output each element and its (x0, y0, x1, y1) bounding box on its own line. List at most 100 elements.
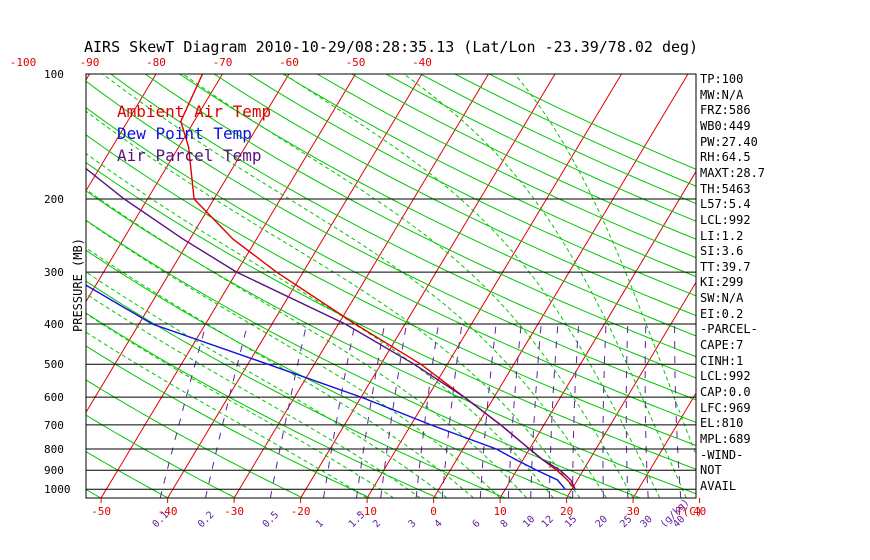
index-entry: MW:N/A (700, 87, 744, 102)
temp-unit-label: T(C) (676, 505, 703, 518)
index-entry: KI:299 (700, 275, 744, 290)
temp-tick-label: -10 (357, 505, 377, 518)
top-temp-tick-label: -80 (146, 56, 166, 69)
index-entry: SI:3.6 (700, 244, 744, 259)
legend-entry: Air Parcel Temp (117, 146, 262, 165)
isotherm-line (86, 74, 157, 192)
temp-tick-label: 20 (560, 505, 573, 518)
temp-tick-label: -50 (91, 505, 111, 518)
dry-adiabat-line (86, 312, 439, 498)
isotherm-line (433, 74, 689, 498)
pressure-tick-label: 800 (44, 443, 64, 456)
isobar-lines (86, 74, 696, 490)
moist-adiabat-line (86, 293, 421, 498)
index-entry: AVAIL (700, 478, 737, 493)
index-entry: LI:1.2 (700, 228, 744, 243)
mixing-ratio-line (415, 323, 439, 498)
dry-adiabat-line (282, 74, 696, 278)
mixing-ratio-line (644, 323, 649, 498)
moist-adiabat-line (102, 74, 607, 498)
pressure-tick-label: 500 (44, 358, 64, 371)
top-temp-tick-label: -90 (80, 56, 100, 69)
isotherm-line (300, 74, 556, 498)
isotherm-line (86, 74, 223, 303)
mixing-ratio-line (323, 323, 356, 498)
dry-adiabat-line (86, 451, 169, 498)
index-entry: CAPE:7 (700, 338, 744, 353)
index-entry: L57:5.4 (700, 197, 751, 212)
dry-adiabat-line (86, 249, 573, 498)
temp-tick-label: 0 (430, 505, 437, 518)
index-entry: LCL:992 (700, 369, 751, 384)
dry-adiabat-line (86, 345, 371, 498)
index-entry: WB0:449 (700, 118, 751, 133)
legend-entry: Ambient Air Temp (117, 102, 271, 121)
mixing-ratio-line (548, 323, 559, 498)
temp-tick-label: -20 (291, 505, 311, 518)
index-entry: PW:27.40 (700, 134, 758, 149)
ambient-temp-line (180, 74, 576, 490)
mixing-ratio-line (625, 323, 629, 498)
mixing-ratio-tick-label: 10 (521, 514, 537, 530)
dry-adiabat-line (179, 74, 696, 337)
index-entry: FRZ:586 (700, 103, 751, 118)
dry-adiabat-line (86, 219, 641, 498)
isotherm-line (100, 74, 356, 498)
legend: Ambient Air Temp Dew Point Temp Air Parcel… (117, 102, 271, 165)
dry-adiabat-lines (86, 74, 696, 498)
isotherm-line (86, 74, 290, 414)
mixing-ratio-tick-label: 8 (499, 518, 511, 530)
index-entry: TP:100 (700, 72, 744, 86)
dry-adiabat-line (420, 74, 696, 205)
index-entry: MAXT:28.7 (700, 165, 766, 180)
mixing-ratio-line (479, 323, 497, 498)
mixing-ratio-tick-label: 12 (540, 514, 556, 530)
moist-adiabat-lines (86, 74, 696, 498)
index-entry: CINH:1 (700, 353, 744, 368)
moist-adiabat-line (86, 220, 501, 498)
top-temp-tick-label: -50 (346, 56, 366, 69)
index-entry: CAP:0.0 (700, 385, 751, 399)
top-temp-tick-label: -60 (279, 56, 299, 69)
index-entry: -PARCEL- (700, 322, 758, 337)
index-entry: TH:5463 (700, 181, 751, 196)
mixing-ratio-tick-label: 6 (471, 518, 483, 530)
mixing-ratio-tick-label: 3 (406, 518, 418, 530)
plot-border (85, 73, 697, 499)
isotherm-line (766, 74, 870, 498)
pressure-tick-label: 400 (44, 318, 64, 331)
mixing-ratio-line (530, 323, 542, 498)
mixing-ratio-line (380, 323, 407, 498)
mixing-ratio-line (205, 323, 249, 498)
moist-adiabat-line (86, 247, 474, 498)
parcel-temp-line (86, 167, 576, 490)
mixing-ratio-tick-label: 20 (594, 514, 610, 530)
temp-tick-label: 40 (693, 505, 706, 518)
index-entry: SW:N/A (700, 291, 744, 306)
y-axis-label: PRESSURE (MB) (71, 238, 85, 332)
temp-tick-label: -30 (224, 505, 244, 518)
dry-adiabat-line (86, 107, 696, 423)
pressure-tick-label: 1000 (44, 483, 71, 496)
index-entry: -WIND- (700, 447, 744, 462)
index-entry: LCL:992 (700, 212, 751, 227)
index-entry: EL:810 (700, 416, 744, 431)
isotherm-line (366, 74, 622, 498)
mixing-ratio-lines (159, 323, 682, 498)
top-temp-tick-label: -100 (10, 56, 37, 69)
mixing-ratio-line (269, 323, 308, 498)
dry-adiabat-line (110, 74, 696, 379)
index-entry: EI:0.2 (700, 306, 744, 321)
mixing-ratio-tick-label: 0.5 (261, 510, 282, 531)
dry-adiabat-line (86, 134, 696, 446)
mixing-ratio-line (674, 324, 682, 498)
mixing-ratio-line (441, 323, 463, 498)
dry-adiabat-line (86, 80, 696, 401)
dry-adiabat-line (86, 190, 696, 495)
dry-adiabat-line (86, 379, 304, 498)
mixing-ratio-line (602, 323, 607, 498)
dry-adiabat-line (213, 74, 696, 317)
temp-tick-label: 10 (493, 505, 506, 518)
index-entry: MPL:689 (700, 431, 751, 446)
dry-adiabat-line (351, 74, 696, 240)
